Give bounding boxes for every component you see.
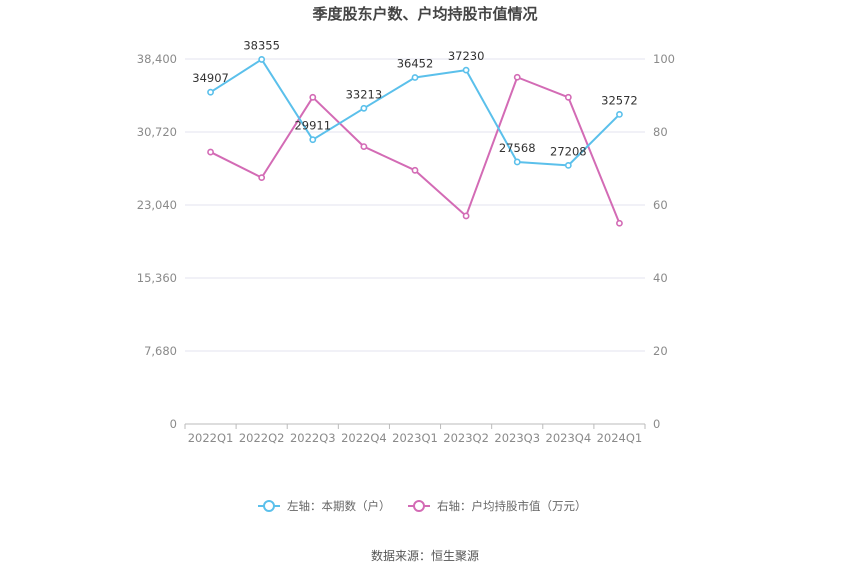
legend-swatch-marker-shareholder-count xyxy=(263,500,275,512)
legend-label-shareholder-count: 左轴：本期数（户） xyxy=(287,499,391,513)
data-point-avg-holding-value xyxy=(513,73,521,81)
right-tick-label: 40 xyxy=(653,271,668,285)
data-point-avg-holding-value xyxy=(207,148,214,156)
data-point-avg-holding-value xyxy=(462,212,470,220)
data-point-shareholder-count xyxy=(513,158,521,166)
source-caption: 数据来源：恒生聚源 xyxy=(371,548,479,563)
data-point-avg-holding-value xyxy=(258,174,266,182)
right-tick-label: 80 xyxy=(653,125,668,139)
data-point-shareholder-count xyxy=(564,161,572,169)
x-tick-label: 2022Q3 xyxy=(290,431,336,445)
data-point-avg-holding-value xyxy=(616,219,623,227)
x-tick-label: 2023Q1 xyxy=(392,431,438,445)
x-tick-label: 2023Q4 xyxy=(546,431,592,445)
data-label: 34907 xyxy=(192,71,229,85)
data-point-avg-holding-value xyxy=(411,166,419,174)
data-label: 33213 xyxy=(346,87,383,101)
data-point-avg-holding-value xyxy=(564,93,572,101)
left-tick-label: 30,720 xyxy=(137,125,177,139)
right-tick-label: 20 xyxy=(653,344,668,358)
data-point-shareholder-count xyxy=(207,88,214,96)
data-point-avg-holding-value xyxy=(309,93,317,101)
right-tick-label: 0 xyxy=(653,417,660,431)
x-tick-label: 2023Q3 xyxy=(494,431,540,445)
data-point-shareholder-count xyxy=(360,104,368,112)
x-tick-label: 2022Q2 xyxy=(239,431,285,445)
data-label: 27208 xyxy=(550,144,587,158)
grid-lines xyxy=(185,58,645,352)
data-point-shareholder-count xyxy=(462,66,470,74)
data-label: 27568 xyxy=(499,141,536,155)
x-tick-label: 2024Q1 xyxy=(597,431,643,445)
left-tick-label: 0 xyxy=(170,417,177,431)
legend-label-avg-holding-value: 右轴：户均持股市值（万元） xyxy=(437,499,587,513)
data-point-shareholder-count xyxy=(258,56,266,63)
x-tick-label: 2022Q1 xyxy=(188,431,234,445)
data-label: 36452 xyxy=(397,57,434,71)
axes: 0 7,680 15,360 23,040 30,720 38,400 0 20 40 60 80 1… xyxy=(137,52,675,445)
data-point-avg-holding-value xyxy=(360,143,368,150)
left-tick-label: 15,360 xyxy=(137,271,177,285)
right-tick-label: 60 xyxy=(653,198,668,212)
x-tick-label: 2022Q4 xyxy=(341,431,387,445)
data-label: 38355 xyxy=(243,38,280,52)
legend-swatch-marker-avg-holding-value xyxy=(413,500,425,512)
x-tick-label: 2023Q2 xyxy=(443,431,489,445)
left-tick-label: 7,680 xyxy=(144,344,177,358)
data-point-shareholder-count xyxy=(309,136,317,144)
left-tick-label: 38,400 xyxy=(137,52,177,66)
data-point-shareholder-count xyxy=(616,110,623,118)
data-label: 29911 xyxy=(294,119,331,133)
data-point-shareholder-count xyxy=(411,74,419,81)
legend[interactable]: 左轴：本期数（户） 右轴：户均持股市值（万元） xyxy=(258,499,587,513)
data-label: 37230 xyxy=(448,49,485,63)
chart-title: 季度股东户数、户均持股市值情况 xyxy=(312,5,537,23)
data-labels: 34907 38355 29911 33213 36452 37230 27568 27208… xyxy=(192,38,637,158)
right-tick-label: 100 xyxy=(653,52,675,66)
left-tick-label: 23,040 xyxy=(137,198,177,212)
data-label: 32572 xyxy=(601,93,638,107)
series-layer xyxy=(207,56,623,227)
